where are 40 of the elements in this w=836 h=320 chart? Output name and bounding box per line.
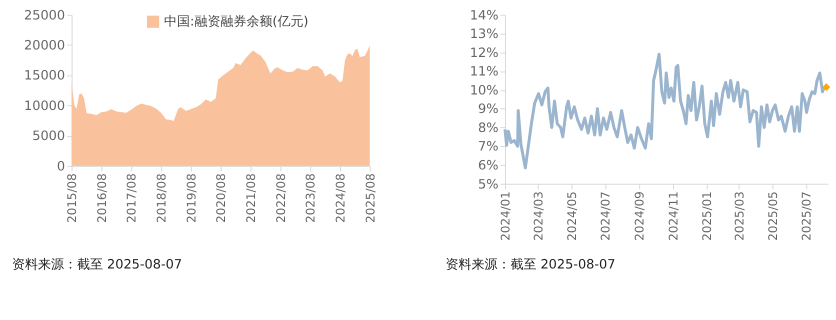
legend-label: 中国:融资融券余额(亿元)	[164, 14, 308, 30]
x-tick-label: 2021/08	[244, 173, 258, 223]
y-tick-label: 9%	[478, 102, 499, 118]
x-tick-label: 2024/11	[666, 191, 680, 241]
x-tick-label: 2025/07	[800, 191, 814, 241]
x-tick-label: 2020/08	[214, 173, 228, 223]
x-tick-label: 2023/08	[304, 173, 318, 223]
x-tick-label: 2024/01	[498, 191, 512, 241]
y-tick-label: 6%	[478, 158, 499, 174]
x-tick-label: 2022/08	[274, 173, 288, 223]
x-tick-label: 2024/07	[598, 191, 613, 241]
x-tick-label: 2017/08	[124, 173, 139, 223]
y-tick-label: 0	[56, 159, 66, 174]
x-tick-label: 2024/03	[531, 191, 546, 241]
x-tick-label: 2025/03	[732, 191, 746, 241]
x-tick-label: 2016/08	[94, 173, 109, 223]
x-tick-label: 2025/01	[700, 191, 714, 241]
y-tick-label: 8%	[478, 120, 499, 136]
x-tick-label: 2019/08	[184, 173, 198, 223]
y-tick-label: 11%	[470, 64, 499, 80]
x-tick-label: 2025/05	[766, 191, 780, 241]
y-tick-label: 10000	[24, 98, 66, 114]
x-tick-label: 2024/08	[333, 173, 348, 223]
y-tick-label: 7%	[478, 140, 499, 155]
y-tick-label: 14%	[470, 8, 499, 24]
y-tick-label: 25000	[24, 8, 66, 24]
x-tick-label: 2024/09	[632, 191, 647, 241]
x-tick-label: 2024/05	[565, 191, 580, 241]
x-tick-label: 2018/08	[154, 173, 169, 223]
x-tick-label: 2015/08	[65, 173, 80, 223]
y-tick-label: 5000	[32, 129, 66, 144]
y-tick-label: 15000	[24, 68, 66, 84]
y-tick-label: 20000	[24, 38, 66, 54]
x-tick-label: 2025/08	[363, 173, 378, 223]
text: 资料来源：截至 2025-08-07	[445, 257, 616, 272]
y-tick-label: 12%	[470, 46, 499, 61]
text: 资料来源：截至 2025-08-07	[12, 257, 182, 272]
y-tick-label: 13%	[470, 27, 499, 42]
y-tick-label: 10%	[470, 83, 499, 98]
y-tick-label: 5%	[478, 177, 499, 192]
